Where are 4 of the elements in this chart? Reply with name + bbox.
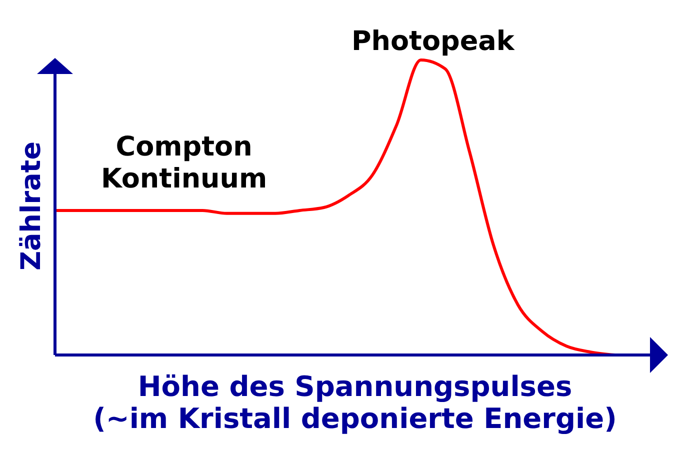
x-axis-title: Höhe des Spannungspulses (~im Kristall deponierte Energie): [93, 370, 617, 435]
y-axis-title: Zählrate: [16, 141, 47, 271]
text: Photopeak: [351, 26, 516, 57]
annotation: Compton Kontinuum: [100, 131, 268, 194]
